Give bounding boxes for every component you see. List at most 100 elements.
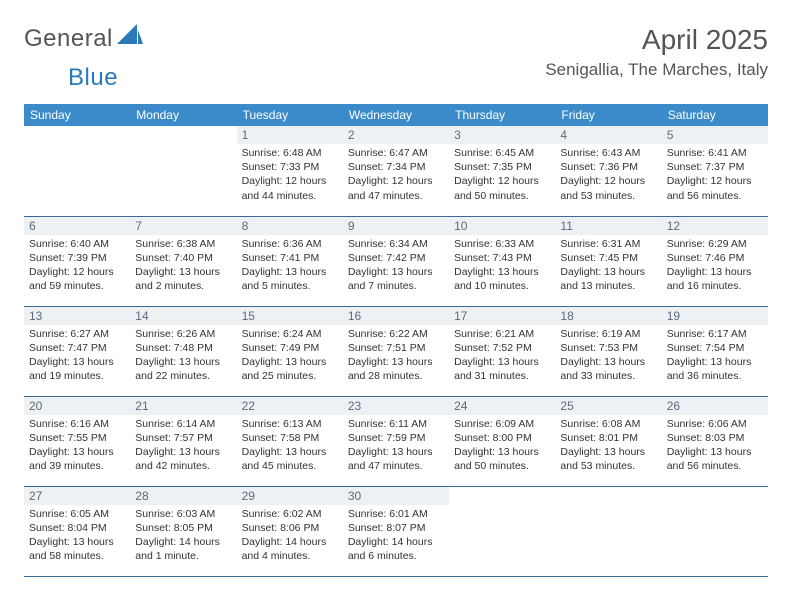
calendar-week-row: 13Sunrise: 6:27 AMSunset: 7:47 PMDayligh… [24,306,768,396]
calendar-page: General April 2025 Senigallia, The March… [0,0,792,577]
day-cell: 25Sunrise: 6:08 AMSunset: 8:01 PMDayligh… [555,396,661,486]
day-cell: 29Sunrise: 6:02 AMSunset: 8:06 PMDayligh… [237,486,343,576]
calendar-week-row: 20Sunrise: 6:16 AMSunset: 7:55 PMDayligh… [24,396,768,486]
sunset-text: Sunset: 8:03 PM [667,431,763,445]
day-body: Sunrise: 6:13 AMSunset: 7:58 PMDaylight:… [237,415,343,478]
sunrise-text: Sunrise: 6:06 AM [667,417,763,431]
sunrise-text: Sunrise: 6:03 AM [135,507,231,521]
day-cell: 24Sunrise: 6:09 AMSunset: 8:00 PMDayligh… [449,396,555,486]
day-cell: 6 Sunrise: 6:40 AMSunset: 7:39 PMDaylight… [24,216,130,306]
day-number: 27 [24,487,130,505]
sunset-text: Sunset: 7:47 PM [29,341,125,355]
day-cell: 9Sunrise: 6:34 AMSunset: 7:42 PMDaylight… [343,216,449,306]
sunset-text: Sunset: 7:42 PM [348,251,444,265]
day-number: 26 [662,397,768,415]
sunrise-text: Sunrise: 6:40 AM [29,237,125,251]
sunset-text: Sunset: 8:07 PM [348,521,444,535]
sunrise-text: Sunrise: 6:34 AM [348,237,444,251]
day-number: 3 [449,126,555,144]
sunrise-text: Sunrise: 6:02 AM [242,507,338,521]
daylight-text: Daylight: 13 hours and 31 minutes. [454,355,550,383]
daylight-text: Daylight: 12 hours and 56 minutes. [667,174,763,202]
day-body: Sunrise: 6:09 AMSunset: 8:00 PMDaylight:… [449,415,555,478]
sunrise-text: Sunrise: 6:41 AM [667,146,763,160]
sunrise-text: Sunrise: 6:17 AM [667,327,763,341]
brand-logo: General [24,24,143,53]
daylight-text: Daylight: 13 hours and 19 minutes. [29,355,125,383]
day-number: 6 [24,217,130,235]
sunrise-text: Sunrise: 6:09 AM [454,417,550,431]
day-number: 7 [130,217,236,235]
sunset-text: Sunset: 8:00 PM [454,431,550,445]
day-body: Sunrise: 6:03 AMSunset: 8:05 PMDaylight:… [130,505,236,568]
calendar-week-row: 27Sunrise: 6:05 AMSunset: 8:04 PMDayligh… [24,486,768,576]
day-cell: 11Sunrise: 6:31 AMSunset: 7:45 PMDayligh… [555,216,661,306]
day-body: Sunrise: 6:27 AMSunset: 7:47 PMDaylight:… [24,325,130,388]
day-body: Sunrise: 6:19 AMSunset: 7:53 PMDaylight:… [555,325,661,388]
day-number: 4 [555,126,661,144]
day-body: Sunrise: 6:24 AMSunset: 7:49 PMDaylight:… [237,325,343,388]
calendar-body: 1Sunrise: 6:48 AMSunset: 7:33 PMDaylight… [24,126,768,576]
day-cell: 4Sunrise: 6:43 AMSunset: 7:36 PMDaylight… [555,126,661,216]
day-number: 13 [24,307,130,325]
daylight-text: Daylight: 13 hours and 39 minutes. [29,445,125,473]
day-number: 2 [343,126,449,144]
calendar-week-row: 1Sunrise: 6:48 AMSunset: 7:33 PMDaylight… [24,126,768,216]
daylight-text: Daylight: 13 hours and 56 minutes. [667,445,763,473]
daylight-text: Daylight: 13 hours and 45 minutes. [242,445,338,473]
day-body: Sunrise: 6:36 AMSunset: 7:41 PMDaylight:… [237,235,343,298]
day-cell: 19Sunrise: 6:17 AMSunset: 7:54 PMDayligh… [662,306,768,396]
sunset-text: Sunset: 7:49 PM [242,341,338,355]
day-body: Sunrise: 6:22 AMSunset: 7:51 PMDaylight:… [343,325,449,388]
sunset-text: Sunset: 7:35 PM [454,160,550,174]
daylight-text: Daylight: 14 hours and 1 minute. [135,535,231,563]
sunrise-text: Sunrise: 6:08 AM [560,417,656,431]
daylight-text: Daylight: 13 hours and 50 minutes. [454,445,550,473]
day-cell: 12Sunrise: 6:29 AMSunset: 7:46 PMDayligh… [662,216,768,306]
day-cell: 27Sunrise: 6:05 AMSunset: 8:04 PMDayligh… [24,486,130,576]
sunset-text: Sunset: 7:43 PM [454,251,550,265]
day-body: Sunrise: 6:26 AMSunset: 7:48 PMDaylight:… [130,325,236,388]
day-cell: 15Sunrise: 6:24 AMSunset: 7:49 PMDayligh… [237,306,343,396]
sunrise-text: Sunrise: 6:33 AM [454,237,550,251]
daylight-text: Daylight: 12 hours and 59 minutes. [29,265,125,293]
calendar-table: Sunday Monday Tuesday Wednesday Thursday… [24,104,768,577]
sunset-text: Sunset: 7:33 PM [242,160,338,174]
sunset-text: Sunset: 8:06 PM [242,521,338,535]
sunrise-text: Sunrise: 6:31 AM [560,237,656,251]
daylight-text: Daylight: 12 hours and 44 minutes. [242,174,338,202]
daylight-text: Daylight: 13 hours and 28 minutes. [348,355,444,383]
day-cell: 22Sunrise: 6:13 AMSunset: 7:58 PMDayligh… [237,396,343,486]
day-number: 1 [237,126,343,144]
sunrise-text: Sunrise: 6:22 AM [348,327,444,341]
daylight-text: Daylight: 13 hours and 13 minutes. [560,265,656,293]
day-body: Sunrise: 6:47 AMSunset: 7:34 PMDaylight:… [343,144,449,207]
calendar-week-row: 6Sunrise: 6:40 AMSunset: 7:39 PMDaylight… [24,216,768,306]
sunrise-text: Sunrise: 6:14 AM [135,417,231,431]
day-cell: 3Sunrise: 6:45 AMSunset: 7:35 PMDaylight… [449,126,555,216]
daylight-text: Daylight: 13 hours and 42 minutes. [135,445,231,473]
daylight-text: Daylight: 13 hours and 58 minutes. [29,535,125,563]
dow-wednesday: Wednesday [343,104,449,126]
day-cell: 14Sunrise: 6:26 AMSunset: 7:48 PMDayligh… [130,306,236,396]
day-body: Sunrise: 6:05 AMSunset: 8:04 PMDaylight:… [24,505,130,568]
dow-saturday: Saturday [662,104,768,126]
day-number: 11 [555,217,661,235]
daylight-text: Daylight: 13 hours and 47 minutes. [348,445,444,473]
day-number: 25 [555,397,661,415]
day-number: 9 [343,217,449,235]
title-block: April 2025 Senigallia, The Marches, Ital… [545,24,768,80]
sunrise-text: Sunrise: 6:21 AM [454,327,550,341]
day-cell: 7Sunrise: 6:38 AMSunset: 7:40 PMDaylight… [130,216,236,306]
day-body: Sunrise: 6:43 AMSunset: 7:36 PMDaylight:… [555,144,661,207]
day-body: Sunrise: 6:31 AMSunset: 7:45 PMDaylight:… [555,235,661,298]
daylight-text: Daylight: 12 hours and 50 minutes. [454,174,550,202]
day-number: 20 [24,397,130,415]
sunset-text: Sunset: 7:39 PM [29,251,125,265]
daylight-text: Daylight: 14 hours and 6 minutes. [348,535,444,563]
sunset-text: Sunset: 7:34 PM [348,160,444,174]
day-cell [662,486,768,576]
daylight-text: Daylight: 12 hours and 47 minutes. [348,174,444,202]
daylight-text: Daylight: 13 hours and 33 minutes. [560,355,656,383]
day-number: 16 [343,307,449,325]
